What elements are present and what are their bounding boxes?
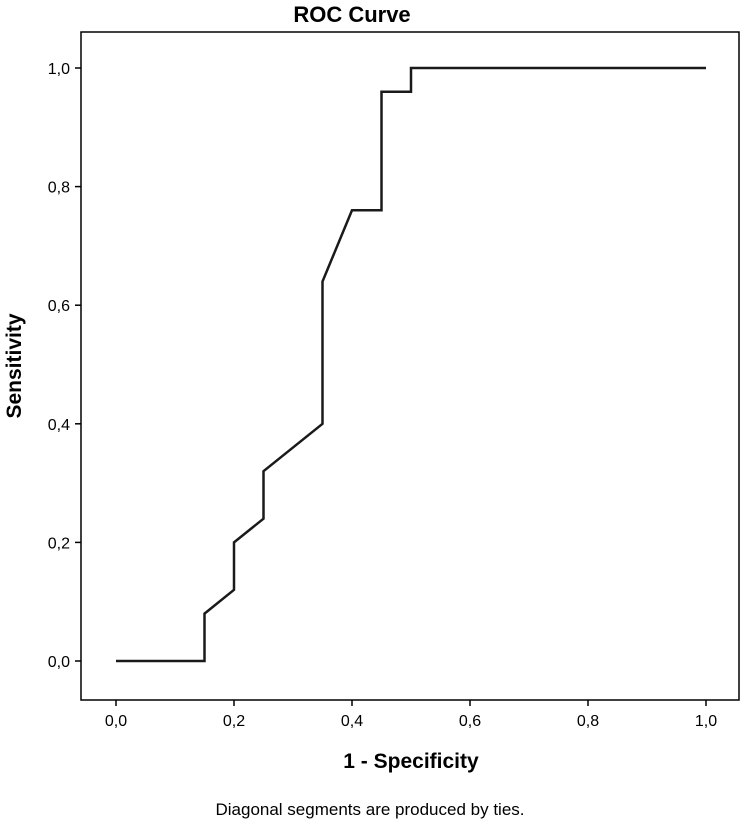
y-tick-label: 0,0 <box>48 654 70 671</box>
x-tick-label: 0,0 <box>105 713 127 730</box>
y-tick-label: 0,8 <box>48 180 70 197</box>
footnote: Diagonal segments are produced by ties. <box>215 800 524 819</box>
y-axis: 0,0 0,2 0,4 0,6 0,8 1,0 <box>48 61 81 671</box>
x-axis-label: 1 - Specificity <box>343 750 479 773</box>
y-tick-label: 0,6 <box>48 298 70 315</box>
y-tick-label: 0,2 <box>48 535 70 552</box>
x-tick-label: 0,2 <box>223 713 245 730</box>
y-tick-label: 1,0 <box>48 61 70 78</box>
plot-area-frame <box>80 31 740 701</box>
y-tick-label: 0,4 <box>48 417 70 434</box>
x-axis: 0,0 0,2 0,4 0,6 0,8 1,0 <box>105 700 717 730</box>
x-tick-label: 0,6 <box>459 713 481 730</box>
x-tick-label: 1,0 <box>695 713 717 730</box>
x-tick-label: 0,8 <box>577 713 599 730</box>
chart-title: ROC Curve <box>293 2 410 27</box>
roc-curve-line <box>116 66 706 663</box>
x-tick-label: 0,4 <box>341 713 363 730</box>
y-axis-label: Sensitivity <box>3 313 26 418</box>
